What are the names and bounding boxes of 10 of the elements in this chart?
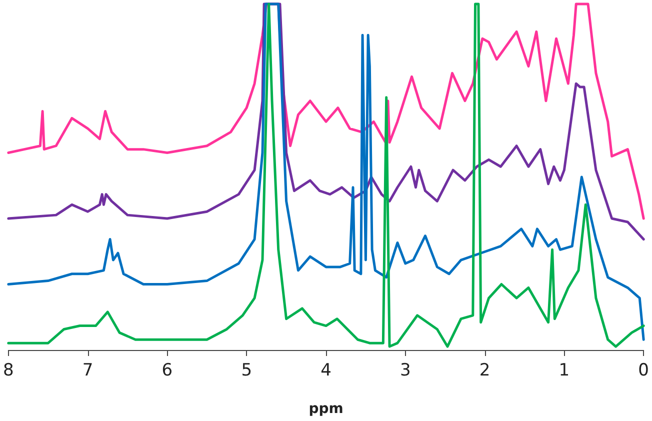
x-tick-label: 1	[558, 360, 570, 380]
x-tick-label: 4	[320, 360, 332, 380]
x-tick-label: 8	[2, 360, 14, 380]
x-axis-title: ppm	[308, 401, 344, 417]
x-tick-label: 3	[400, 360, 411, 380]
x-tick-label: 0	[638, 360, 650, 380]
x-tick-label: 6	[162, 360, 173, 380]
x-tick-label: 7	[82, 360, 94, 380]
x-tick-label: 5	[241, 360, 252, 380]
x-tick-label: 2	[479, 360, 490, 380]
